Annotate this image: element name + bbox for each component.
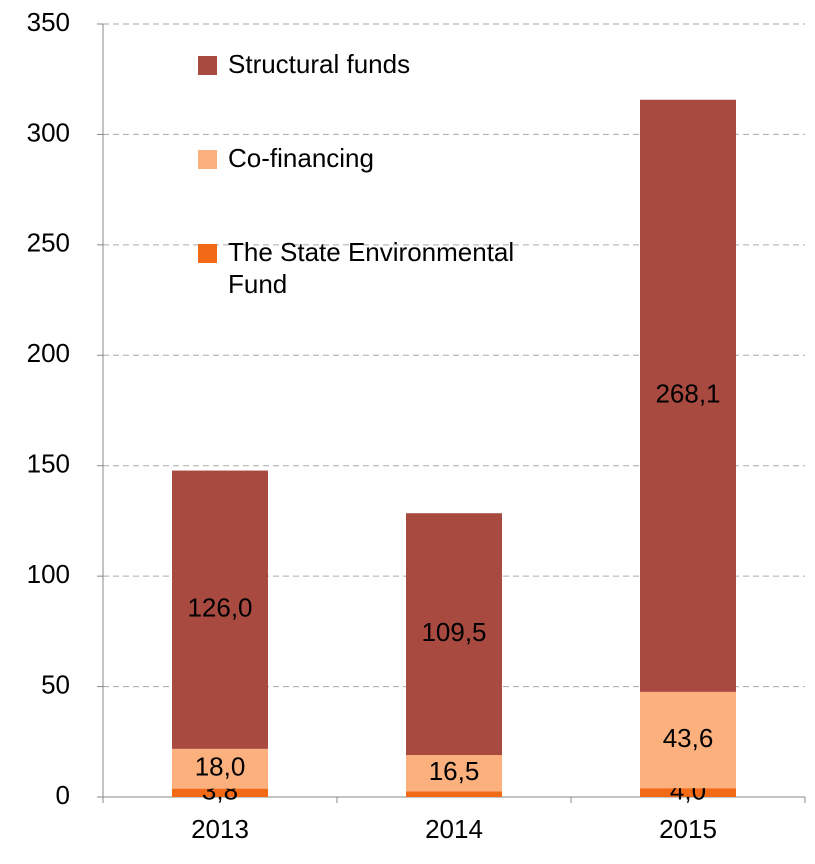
value-label: 126,0 [187,593,252,623]
x-tick-label: 2013 [191,814,249,844]
value-label: 43,6 [663,723,714,753]
legend-swatch [198,150,217,169]
x-tick-label: 2015 [659,814,717,844]
legend-label: The State Environmental Fund [228,237,515,299]
legend-label: Co-financing [228,143,374,173]
legend-item: The State Environmental Fund [198,236,578,300]
y-tick-label: 250 [27,228,70,258]
bar-segment [406,755,502,792]
y-tick-label: 100 [27,559,70,589]
legend-label: Structural funds [228,49,411,79]
bar-segment [406,513,502,756]
y-tick-label: 300 [27,117,70,147]
legend: Structural funds Co-financing The State En… [198,48,578,300]
bar-segment [172,748,268,789]
value-label: 18,0 [195,752,246,782]
bar-segment [172,788,268,797]
bar-segment [640,788,736,797]
x-tick-label: 2014 [425,814,483,844]
y-tick-label: 150 [27,449,70,479]
bar-segment [640,691,736,789]
y-tick-label: 200 [27,338,70,368]
bar-segment [406,791,502,797]
y-tick-label: 50 [41,669,70,699]
legend-item: Co-financing [198,142,578,174]
bar-segment [640,99,736,692]
bar-segment [172,470,268,749]
value-label: 268,1 [655,379,720,409]
legend-swatch [198,56,217,75]
legend-swatch [198,244,217,263]
y-tick-label: 0 [56,780,70,810]
legend-item: Structural funds [198,48,578,80]
y-tick-label: 350 [27,7,70,37]
value-label: 109,5 [421,617,486,647]
value-label: 16,5 [429,756,480,786]
